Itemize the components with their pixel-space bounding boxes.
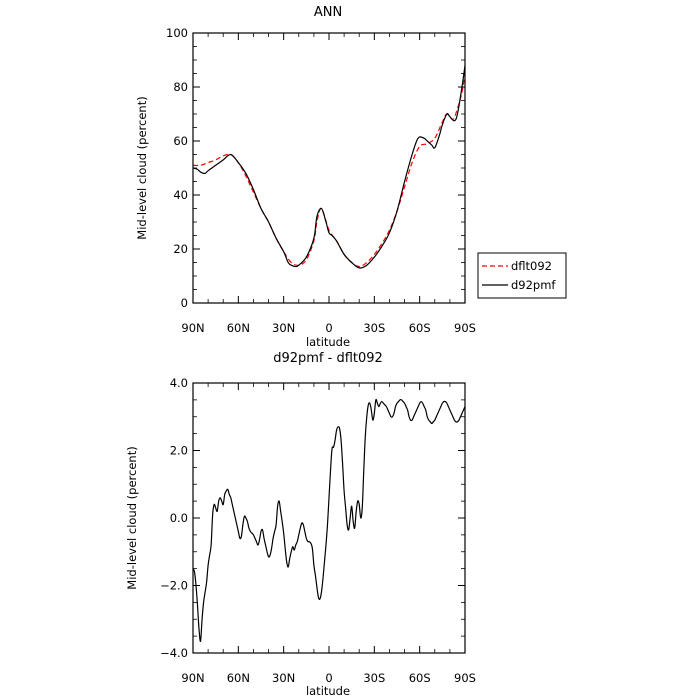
x-tick-label: 90S (454, 321, 476, 335)
y-tick-label: 0 (181, 296, 188, 310)
y-tick-label: 80 (173, 80, 188, 94)
x-tick-label: 30N (272, 321, 295, 335)
x-tick-label: 30S (363, 671, 385, 685)
y-axis-label: Mid-level cloud (percent) (135, 96, 149, 239)
y-tick-label: 2.0 (170, 444, 188, 458)
y-axis-label: Mid-level cloud (percent) (125, 446, 139, 589)
y-tick-label: 20 (173, 242, 188, 256)
x-tick-label: 0 (325, 321, 332, 335)
axis-ticks: 0 20 40 60 80 100 90N 60N 30N 0 30S 60S 90S (166, 26, 476, 335)
y-tick-label: 60 (173, 134, 188, 148)
x-tick-label: 90N (181, 321, 204, 335)
x-tick-label: 30S (363, 321, 385, 335)
x-tick-label: 60N (227, 321, 250, 335)
plot-frame (192, 382, 466, 654)
legend-box (477, 252, 567, 299)
series-line-dflt092 (192, 73, 466, 268)
x-tick-label: 30N (272, 671, 295, 685)
plot-frame (192, 32, 466, 304)
x-tick-label: 60S (409, 671, 431, 685)
legend-label-d92pmf: d92pmf (511, 278, 556, 292)
plot-lines (192, 398, 466, 643)
legend-label-dflt092: dflt092 (511, 259, 552, 273)
x-tick-label: 60N (227, 671, 250, 685)
chart-title: d92pmf - dflt092 (273, 351, 383, 366)
chart-title: ANN (314, 5, 342, 20)
axis-ticks: −4.0 −2.0 0.0 2.0 4.0 90N 60N 30N 0 30S 60S 90S (160, 376, 476, 685)
series-line-d92pmf (192, 65, 466, 269)
y-tick-label: −2.0 (160, 579, 188, 593)
panel-top: ANN Mid-level cloud (percent) latitude 0… (135, 5, 476, 349)
y-tick-label: −4.0 (160, 646, 188, 660)
y-tick-label: 4.0 (170, 376, 188, 390)
y-tick-label: 40 (173, 188, 188, 202)
x-axis-label: latitude (306, 335, 350, 349)
series-line-difference-0 (192, 398, 466, 643)
x-tick-label: 90N (181, 671, 204, 685)
x-tick-label: 0 (325, 671, 332, 685)
x-tick-label: 60S (409, 321, 431, 335)
legend: dflt092 d92pmf (477, 252, 567, 299)
plot-lines (192, 65, 466, 269)
y-tick-label: 0.0 (170, 511, 188, 525)
panel-bottom: d92pmf - dflt092 Mid-level cloud (percen… (125, 351, 476, 698)
x-axis-label: latitude (306, 684, 350, 698)
x-tick-label: 90S (454, 671, 476, 685)
y-tick-label: 100 (166, 26, 188, 40)
